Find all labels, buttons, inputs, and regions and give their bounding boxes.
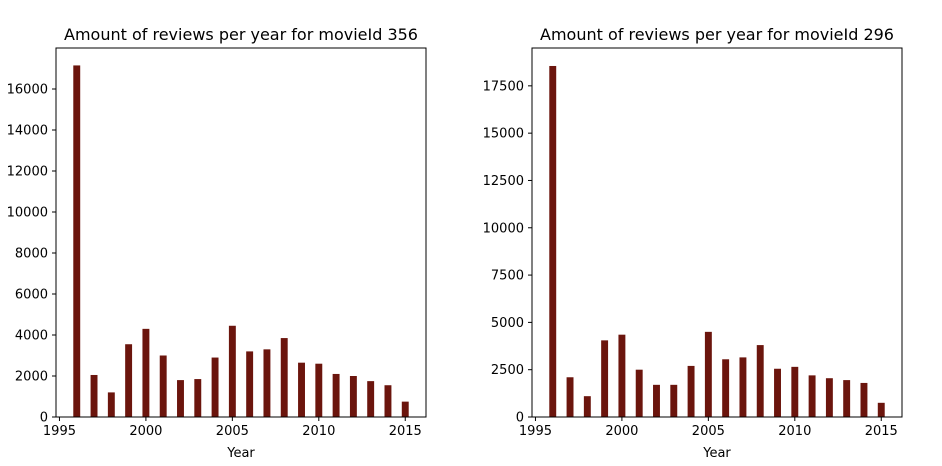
x-axis-label: Year — [702, 446, 731, 461]
bar-2010 — [791, 366, 799, 417]
bar-2003 — [194, 379, 202, 417]
bar-2005 — [704, 331, 712, 417]
bar-2001 — [635, 369, 643, 417]
bar-2006 — [246, 351, 254, 417]
y-tick-label: 0 — [516, 411, 524, 426]
axes-frame — [55, 47, 427, 418]
bar-2009 — [298, 362, 305, 417]
x-tick-label: 2005 — [692, 424, 725, 439]
bar-2008 — [756, 345, 764, 417]
bar-2002 — [177, 380, 184, 417]
bar-1999 — [601, 340, 609, 417]
bar-1998 — [583, 396, 591, 417]
x-axis-label: Year — [226, 446, 255, 461]
y-tick-label: 15000 — [483, 127, 524, 142]
bar-2000 — [618, 334, 626, 417]
bar-2010 — [315, 363, 323, 417]
y-tick-label: 17500 — [483, 79, 524, 94]
bar-2004 — [687, 365, 695, 417]
y-tick-label: 4000 — [15, 329, 48, 344]
bar-1996 — [73, 65, 81, 418]
y-tick-label: 14000 — [7, 124, 48, 139]
bar-1998 — [107, 392, 115, 417]
x-tick-label: 2015 — [865, 424, 898, 439]
bar-2014 — [860, 382, 868, 417]
x-tick-label: 1995 — [43, 424, 76, 439]
bar-2007 — [263, 349, 271, 417]
x-tick-label: 2000 — [605, 424, 638, 439]
chart-title: Amount of reviews per year for movieId 3… — [64, 25, 418, 44]
bar-1999 — [125, 344, 133, 417]
bar-2015 — [401, 401, 409, 418]
chart-panel-movie-356: Amount of reviews per year for movieId 3… — [7, 25, 427, 461]
bar-2001 — [159, 355, 167, 417]
y-tick-label: 2500 — [491, 363, 524, 378]
y-tick-label: 16000 — [7, 83, 48, 98]
bar-2012 — [349, 376, 357, 417]
bar-2000 — [142, 328, 150, 417]
bar-1997 — [90, 374, 98, 417]
bar-2015 — [877, 402, 885, 417]
bar-2003 — [670, 384, 678, 417]
bar-1997 — [566, 377, 574, 417]
bar-2005 — [228, 325, 236, 417]
bar-2011 — [808, 375, 816, 417]
y-tick-label: 8000 — [15, 247, 48, 262]
x-tick-label: 2010 — [302, 424, 335, 439]
bar-2012 — [825, 378, 833, 417]
bar-2014 — [384, 385, 392, 417]
y-tick-label: 12000 — [7, 165, 48, 180]
bar-2008 — [280, 338, 288, 417]
bar-2009 — [774, 368, 781, 417]
x-tick-label: 2015 — [389, 424, 422, 439]
y-tick-label: 10000 — [7, 206, 48, 221]
bar-2007 — [739, 357, 747, 417]
bar-1996 — [549, 65, 557, 417]
y-tick-label: 7500 — [491, 269, 524, 284]
axes-frame — [531, 47, 903, 418]
bar-2013 — [843, 380, 851, 417]
bar-2013 — [367, 381, 375, 418]
bar-2004 — [211, 357, 219, 417]
y-tick-label: 2000 — [15, 370, 48, 385]
y-tick-label: 0 — [40, 411, 48, 426]
y-tick-label: 6000 — [15, 288, 48, 303]
x-tick-label: 1995 — [519, 424, 552, 439]
y-tick-label: 12500 — [483, 174, 524, 189]
x-tick-label: 2010 — [778, 424, 811, 439]
bar-2002 — [653, 384, 660, 417]
y-tick-label: 5000 — [491, 316, 524, 331]
x-tick-label: 2000 — [129, 424, 162, 439]
bar-2006 — [722, 359, 730, 417]
chart-panel-movie-296: Amount of reviews per year for movieId 2… — [483, 25, 903, 461]
bar-2011 — [332, 373, 340, 417]
y-tick-label: 10000 — [483, 221, 524, 236]
chart-title: Amount of reviews per year for movieId 2… — [540, 25, 894, 44]
x-tick-label: 2005 — [216, 424, 249, 439]
